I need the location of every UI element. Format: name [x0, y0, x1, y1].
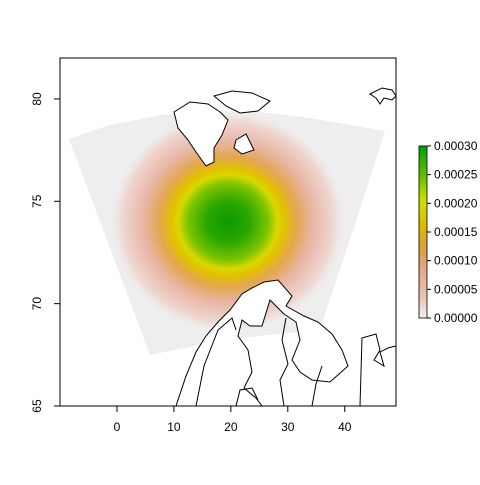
x-tick-label: 0 [114, 420, 121, 434]
svalbard-coast [173, 101, 229, 167]
x-tick-label: 40 [338, 420, 352, 434]
legend-tick-label: 0.00010 [434, 254, 478, 268]
frans-josef-land-coast [369, 87, 396, 105]
x-tick-label: 20 [224, 420, 238, 434]
y-tick-label: 70 [30, 297, 44, 311]
legend-tick-label: 0.00020 [434, 196, 478, 210]
plot-frame [59, 57, 397, 407]
coastlines [173, 87, 396, 406]
y-tick-label: 80 [30, 92, 44, 106]
legend-tick-label: 0.00025 [434, 168, 478, 182]
inland-border-1 [195, 317, 237, 406]
x-tick-label: 30 [281, 420, 295, 434]
color-legend: 0.00000 0.00005 0.00010 0.00015 0.00020 0.000… [418, 139, 478, 325]
legend-tick-label: 0.00005 [434, 282, 478, 296]
kola-peninsula-coast [359, 333, 396, 406]
y-axis: 65 70 75 80 [30, 92, 60, 413]
inland-border-2 [279, 317, 289, 406]
y-tick-label: 65 [30, 399, 44, 413]
kong-karls-land-coast [233, 133, 255, 155]
x-tick-label: 10 [167, 420, 181, 434]
inland-border-3 [311, 365, 323, 406]
nordaustlandet-coast [212, 90, 271, 114]
x-axis: 0 10 20 30 40 [114, 406, 352, 434]
scandinavia-coast [175, 279, 349, 406]
legend-tick-label: 0.00000 [434, 311, 478, 325]
y-tick-label: 75 [30, 194, 44, 208]
legend-ticks: 0.00000 0.00005 0.00010 0.00015 0.00020 0.000… [427, 139, 478, 325]
legend-tick-label: 0.00015 [434, 225, 478, 239]
density-surface [110, 110, 346, 334]
legend-tick-label: 0.00030 [434, 139, 478, 153]
legend-colorbar [418, 145, 428, 319]
lake-outline [235, 387, 259, 406]
